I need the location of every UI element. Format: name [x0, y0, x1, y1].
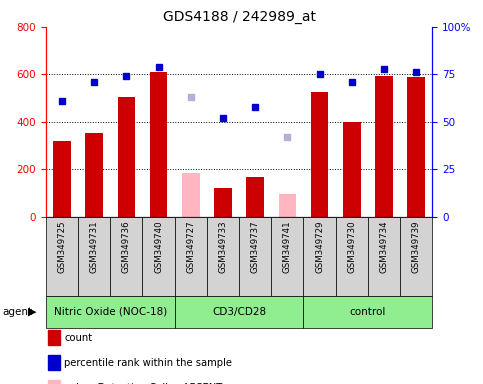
Bar	[46, 217, 78, 296]
Text: CD3/CD28: CD3/CD28	[212, 307, 266, 317]
Bar	[336, 217, 368, 296]
Bar	[407, 77, 425, 217]
Text: GSM349741: GSM349741	[283, 220, 292, 273]
Bar	[343, 122, 361, 217]
Bar	[368, 217, 400, 296]
Bar	[182, 173, 199, 217]
Bar	[150, 72, 168, 217]
Bar	[400, 217, 432, 296]
Text: Nitric Oxide (NOC-18): Nitric Oxide (NOC-18)	[54, 307, 167, 317]
Text: ▶: ▶	[28, 307, 37, 317]
Text: count: count	[64, 333, 92, 343]
Bar	[142, 217, 175, 296]
Text: GSM349730: GSM349730	[347, 220, 356, 273]
Text: GSM349729: GSM349729	[315, 220, 324, 273]
Bar	[239, 217, 271, 296]
Text: GSM349736: GSM349736	[122, 220, 131, 273]
Bar	[303, 296, 432, 328]
Title: GDS4188 / 242989_at: GDS4188 / 242989_at	[163, 10, 315, 25]
Bar	[175, 217, 207, 296]
Text: GSM349734: GSM349734	[380, 220, 388, 273]
Text: GSM349733: GSM349733	[218, 220, 227, 273]
Text: GSM349727: GSM349727	[186, 220, 195, 273]
Bar	[214, 189, 232, 217]
Text: control: control	[350, 307, 386, 317]
Bar	[110, 217, 142, 296]
Bar	[78, 217, 110, 296]
Text: GSM349740: GSM349740	[154, 220, 163, 273]
Text: GSM349725: GSM349725	[57, 220, 67, 273]
Bar	[271, 217, 303, 296]
Bar	[85, 132, 103, 217]
Bar	[117, 97, 135, 217]
Text: agent: agent	[2, 307, 32, 317]
Bar	[303, 217, 336, 296]
Text: GSM349739: GSM349739	[412, 220, 421, 273]
Bar	[46, 296, 175, 328]
Text: GSM349737: GSM349737	[251, 220, 260, 273]
Text: GSM349731: GSM349731	[90, 220, 99, 273]
Bar	[246, 177, 264, 217]
Text: value, Detection Call = ABSENT: value, Detection Call = ABSENT	[64, 383, 223, 384]
Bar	[207, 217, 239, 296]
Text: percentile rank within the sample: percentile rank within the sample	[64, 358, 232, 368]
Bar	[175, 296, 303, 328]
Bar	[279, 194, 296, 217]
Bar	[311, 92, 328, 217]
Bar	[53, 141, 71, 217]
Bar	[375, 76, 393, 217]
